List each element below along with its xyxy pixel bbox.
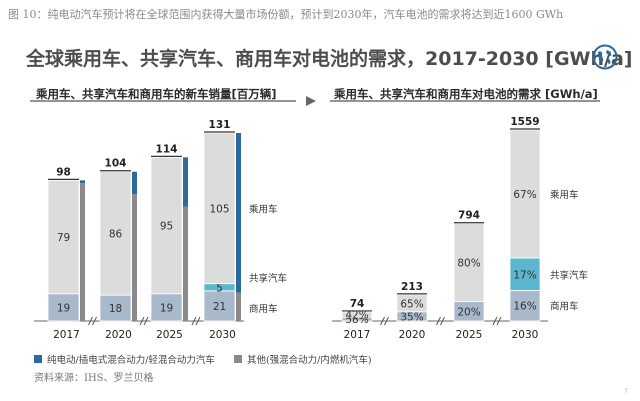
right-tick-label: 2020 bbox=[399, 329, 426, 341]
left-series-label: 商用车 bbox=[249, 303, 278, 315]
legend-item-other: 其他(强混合动力/内燃机汽车) bbox=[233, 352, 372, 366]
left-tick-label: 2025 bbox=[156, 329, 183, 341]
page-title: 全球乘用车、共享汽车、商用车对电池的需求，2017-2030 [GWh/a] bbox=[26, 48, 633, 70]
left-tick-label: 2017 bbox=[53, 329, 80, 341]
left-segment-label: 79 bbox=[57, 232, 70, 244]
left-segment-label: 19 bbox=[160, 302, 173, 314]
right-series-label: 乘用车 bbox=[550, 189, 579, 201]
left-total-label: 104 bbox=[105, 158, 127, 170]
right-axis-break bbox=[492, 316, 498, 326]
left-bar-2017-commercial bbox=[47, 293, 80, 322]
right-segment-label: 80% bbox=[457, 258, 480, 270]
right-total-label: 794 bbox=[458, 210, 480, 222]
page-number: 7 bbox=[624, 388, 628, 395]
left-ev-share-bar-2017 bbox=[80, 180, 85, 184]
left-axis-break bbox=[139, 316, 145, 326]
left-tick-label: 2020 bbox=[105, 329, 132, 341]
left-axis-break bbox=[191, 316, 197, 326]
right-tick-label: 2030 bbox=[512, 329, 539, 341]
source-note: 资料来源：IHS、罗兰贝格 bbox=[34, 373, 154, 384]
right-axis-break bbox=[440, 316, 445, 326]
right-segment-label: 42% bbox=[345, 310, 368, 322]
left-segment-label: 95 bbox=[160, 221, 173, 233]
right-segment-label: 35% bbox=[400, 311, 423, 323]
right-axis-break bbox=[384, 316, 389, 326]
left-tick-label: 2030 bbox=[209, 329, 236, 341]
right-total-label: 1559 bbox=[510, 116, 539, 128]
left-axis-break bbox=[195, 316, 201, 326]
right-chart-title: 乘用车、共享汽车和商用车对电池的需求 [GWh/a] bbox=[334, 87, 598, 101]
right-bar-2017-passenger bbox=[341, 311, 373, 318]
left-axis-break bbox=[143, 316, 149, 326]
left-ev-share-bar-2030 bbox=[236, 133, 241, 293]
left-bar-2025-commercial bbox=[150, 293, 183, 322]
left-other-share-bar-2025 bbox=[183, 206, 188, 321]
left-total-label: 98 bbox=[56, 166, 71, 178]
legend: 纯电动/插电式混合动力/轻混合动力汽车 其他(强混合动力/内燃机汽车) bbox=[34, 352, 388, 366]
right-axis-break bbox=[496, 316, 502, 326]
left-total-label: 131 bbox=[209, 119, 231, 131]
right-axis-break bbox=[380, 316, 385, 326]
right-segment-label: 16% bbox=[513, 301, 536, 313]
left-ev-share-bar-2020 bbox=[132, 171, 137, 195]
left-chart-title: 乘用车、共享汽车和商用车的新车销量[百万辆] bbox=[36, 87, 277, 101]
legend-label-ev: 纯电动/插电式混合动力/轻混合动力汽车 bbox=[47, 355, 215, 366]
right-bar-2030-passenger bbox=[509, 129, 541, 259]
left-ev-share-bar-2025 bbox=[183, 157, 188, 207]
left-segment-label: 19 bbox=[57, 302, 70, 314]
left-segment-label: 21 bbox=[213, 301, 226, 313]
right-series-label: 共享汽车 bbox=[550, 269, 588, 281]
right-tick-label: 2025 bbox=[456, 329, 483, 341]
right-bar-2020-passenger bbox=[396, 294, 428, 313]
left-segment-label: 18 bbox=[109, 303, 122, 315]
left-total-label: 114 bbox=[156, 143, 178, 155]
left-series-label: 乘用车 bbox=[249, 203, 278, 215]
left-bar-2030-passenger bbox=[203, 132, 236, 285]
arrow-icon bbox=[306, 96, 316, 106]
left-other-share-bar-2017 bbox=[80, 183, 85, 321]
left-segment-label: 86 bbox=[109, 228, 123, 240]
left-bar-2017-passenger bbox=[47, 179, 80, 295]
right-segment-label: 65% bbox=[400, 298, 423, 310]
right-axis-break bbox=[436, 316, 441, 326]
right-bar-2025-passenger bbox=[453, 223, 485, 302]
right-segment-label: 67% bbox=[513, 189, 536, 201]
legend-swatch-other bbox=[233, 355, 242, 363]
right-total-label: 74 bbox=[350, 298, 365, 310]
left-series-label: 共享汽车 bbox=[249, 272, 287, 284]
left-other-share-bar-2030 bbox=[236, 292, 241, 321]
right-series-label: 商用车 bbox=[550, 301, 579, 313]
left-other-share-bar-2020 bbox=[132, 194, 137, 321]
left-bar-2020-passenger bbox=[99, 171, 132, 296]
left-axis-break bbox=[88, 316, 93, 326]
right-segment-label: 20% bbox=[457, 306, 480, 318]
right-bar-2030-commercial bbox=[509, 290, 541, 322]
left-axis-break bbox=[92, 316, 97, 326]
legend-label-other: 其他(强混合动力/内燃机汽车) bbox=[246, 355, 372, 366]
right-total-label: 213 bbox=[401, 281, 423, 293]
left-segment-label: 105 bbox=[209, 203, 229, 215]
legend-swatch-ev bbox=[34, 355, 42, 363]
figure-caption: 图 10：纯电动汽车预计将在全球范围内获得大量市场份额，预计到2030年，汽车电… bbox=[8, 8, 564, 21]
left-bar-2025-passenger bbox=[150, 156, 183, 295]
right-bar-2030-shared bbox=[509, 257, 541, 291]
right-segment-label: 17% bbox=[513, 269, 536, 281]
right-tick-label: 2017 bbox=[344, 329, 371, 341]
left-bar-2030-commercial bbox=[203, 290, 236, 322]
legend-item-ev: 纯电动/插电式混合动力/轻混合动力汽车 bbox=[34, 352, 215, 366]
globe-icon bbox=[592, 44, 618, 70]
left-segment-label: 5 bbox=[216, 282, 223, 294]
